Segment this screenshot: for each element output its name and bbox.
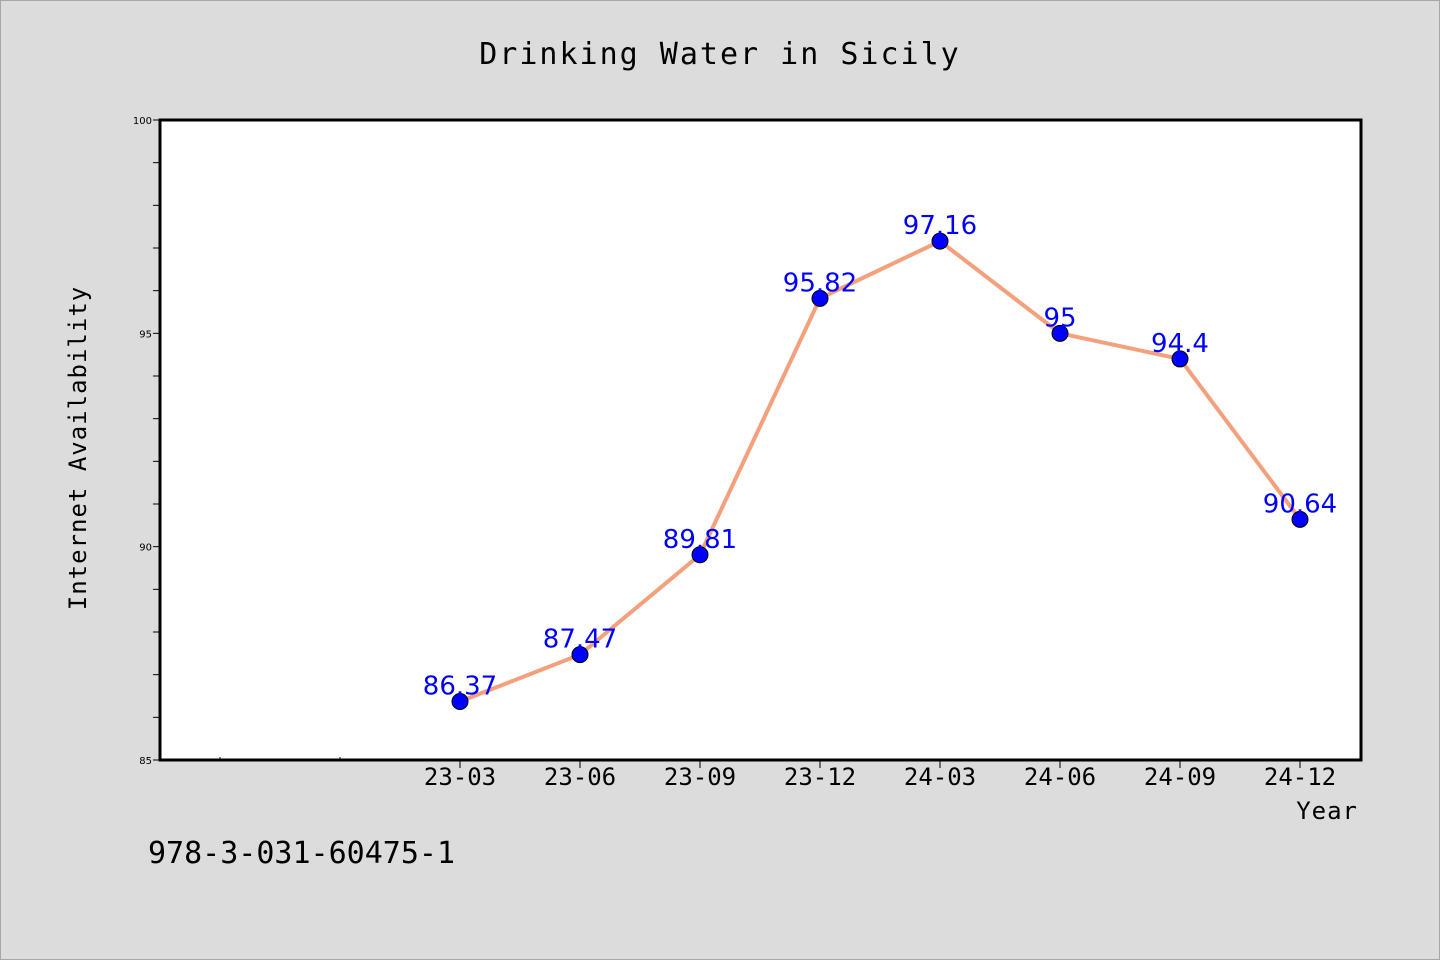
data-point: [811, 289, 829, 307]
x-tick-label: 24-09: [1144, 763, 1216, 791]
data-point: [451, 693, 469, 711]
x-tick-label: 24-06: [1024, 763, 1096, 791]
data-point: [571, 646, 589, 664]
data-point: [1051, 324, 1069, 342]
y-tick-label: 95: [139, 329, 152, 340]
data-label: 86.37: [423, 672, 497, 702]
data-labels: 86.37 87.47 89.81 95.82 97.16 95 94.4 90.64: [423, 211, 1337, 701]
y-axis: 85 90 95 100: [133, 116, 160, 767]
y-axis-label: Internet Availability: [64, 286, 92, 610]
plot-area: [158, 118, 1363, 762]
x-tick-label: 23-03: [424, 763, 496, 791]
data-label: 94.4: [1151, 329, 1209, 359]
y-tick-label: 85: [139, 756, 152, 767]
data-point: [1171, 350, 1189, 368]
y-tick-label: 90: [139, 543, 152, 554]
data-point: [691, 546, 709, 564]
data-label: 87.47: [543, 625, 617, 655]
y-tick-label: 100: [133, 116, 152, 127]
data-label: 90.64: [1263, 489, 1337, 519]
isbn-text: 978-3-031-60475-1: [148, 836, 455, 871]
x-axis: 23-03 23-06 23-09 23-12 24-03 24-06 24-09 24-12: [219, 757, 1336, 791]
x-tick-label: 24-12: [1264, 763, 1336, 791]
series-line-group: [451, 232, 1309, 711]
series-line: [459, 239, 1302, 704]
data-label: 89.81: [663, 525, 737, 555]
data-label: 97.16: [903, 211, 977, 241]
data-label: 95.82: [783, 268, 857, 298]
data-label: 95: [1043, 303, 1076, 333]
x-tick-label: 24-03: [904, 763, 976, 791]
x-axis-label: Year: [1296, 797, 1358, 825]
x-tick-label: 23-12: [784, 763, 856, 791]
chart-title: Drinking Water in Sicily: [479, 37, 960, 72]
data-point: [1291, 510, 1309, 528]
x-tick-label: 23-06: [544, 763, 616, 791]
x-tick-label: 23-09: [664, 763, 736, 791]
data-point: [931, 232, 949, 250]
